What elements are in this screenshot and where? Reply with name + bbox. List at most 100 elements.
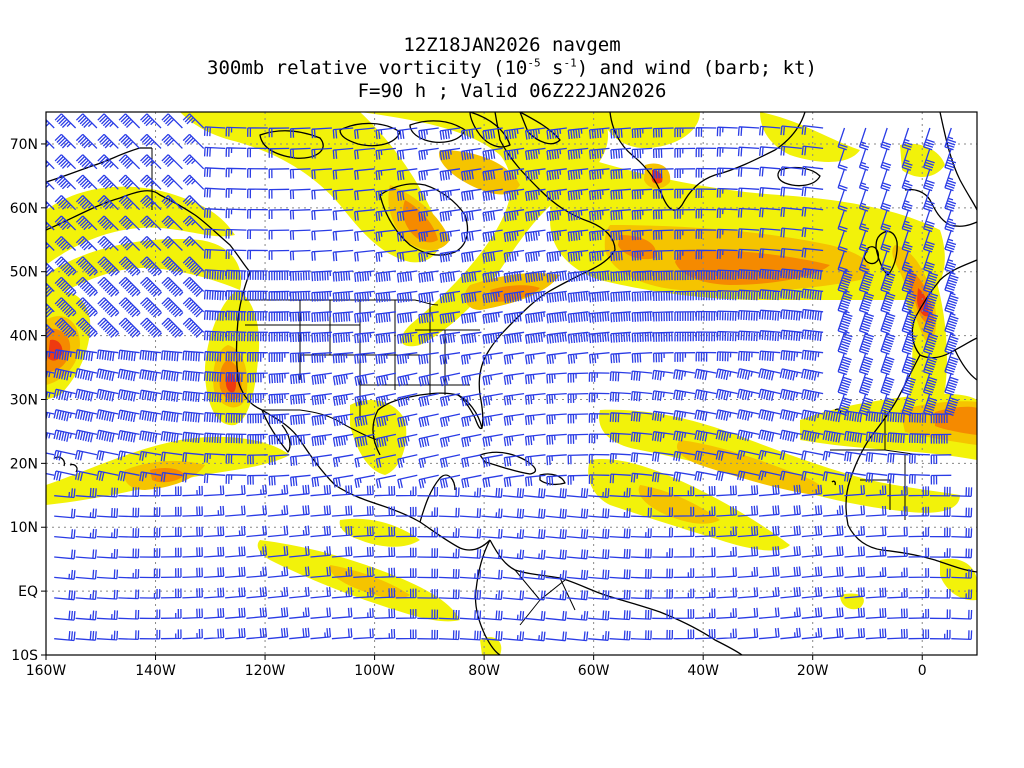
lon-tick-label: 60W <box>578 663 610 679</box>
wind-barb <box>673 568 695 579</box>
wind-barb <box>139 486 161 497</box>
wind-barb <box>396 229 418 242</box>
wind-barb <box>374 628 396 640</box>
wind-barb <box>331 566 353 579</box>
wind-barb <box>53 409 76 422</box>
wind-barb <box>482 229 503 243</box>
coastline-hawaii <box>69 463 78 473</box>
wind-barb <box>546 168 567 181</box>
wind-barb <box>395 629 417 640</box>
wind-barb <box>225 228 247 239</box>
wind-barb <box>375 209 396 222</box>
wind-barb <box>837 148 848 171</box>
wind-barb <box>758 368 781 381</box>
wind-barb <box>695 147 717 158</box>
wind-barb <box>844 505 866 517</box>
wind-barb <box>631 168 653 179</box>
wind-barb <box>695 331 718 342</box>
wind-barb <box>844 471 866 482</box>
wind-barb <box>673 588 695 599</box>
wind-barb <box>929 486 951 497</box>
wind-barb <box>289 209 311 220</box>
wind-barb <box>801 450 824 461</box>
wind-barb <box>459 487 482 498</box>
wind-barb <box>354 290 375 303</box>
wind-barb <box>481 528 503 539</box>
wind-barb <box>118 568 140 579</box>
wind-barb <box>54 610 76 621</box>
wind-barb <box>182 567 203 579</box>
wind-barb <box>780 207 802 217</box>
wind-barb <box>779 368 802 381</box>
wind-barb <box>203 310 227 321</box>
wind-barb <box>780 566 801 579</box>
wind-barb <box>801 388 824 402</box>
wind-barb <box>268 209 290 220</box>
wind-barb <box>922 148 935 171</box>
wind-barb <box>610 168 631 180</box>
wind-barb <box>780 145 802 156</box>
wind-barb <box>75 133 98 149</box>
wind-barb <box>331 628 353 640</box>
wind-barb <box>118 276 141 297</box>
wind-barb <box>439 352 461 365</box>
wind-barb <box>247 331 268 342</box>
wind-barb <box>759 289 782 301</box>
wind-barb <box>353 628 374 640</box>
wind-barb <box>331 505 353 517</box>
wind-barb <box>546 331 567 344</box>
wind-barb <box>182 133 205 149</box>
wind-barb <box>588 528 610 539</box>
wind-barb <box>375 249 396 262</box>
wind-barb <box>460 209 482 222</box>
wind-barb <box>844 566 866 579</box>
wind-barb <box>354 147 375 160</box>
wind-barb <box>823 566 844 579</box>
wind-barb <box>268 168 290 179</box>
wind-barb <box>46 472 55 476</box>
wind-barb <box>482 392 503 407</box>
wind-barb <box>54 235 77 251</box>
wind-barb <box>418 331 439 345</box>
wind-barb <box>289 290 311 302</box>
wind-barb <box>695 351 717 362</box>
vorticity-band <box>180 112 441 263</box>
wind-barb <box>716 310 740 321</box>
wind-barb <box>203 473 226 484</box>
wind-barb <box>901 269 917 294</box>
wind-barb <box>567 311 591 324</box>
wind-barb <box>588 127 610 139</box>
wind-barb <box>630 370 653 381</box>
wind-barb <box>182 485 203 497</box>
wind-barb <box>182 547 203 558</box>
wind-barb <box>225 546 246 558</box>
wind-barb <box>97 113 119 129</box>
wind-barb <box>139 527 161 538</box>
wind-barb <box>844 607 866 619</box>
wind-barb <box>922 127 935 151</box>
wind-barb <box>353 546 374 558</box>
wind-barb <box>694 409 717 422</box>
wind-barb <box>438 630 460 641</box>
wind-barb <box>96 450 119 461</box>
wind-barb <box>503 392 525 406</box>
wind-barb <box>375 188 396 201</box>
wind-barb <box>524 454 546 467</box>
wind-barb <box>695 290 718 301</box>
wind-barbs <box>46 113 973 642</box>
lat-tick-label: 40N <box>10 329 38 345</box>
wind-barb <box>801 206 824 217</box>
wind-barb <box>759 125 781 136</box>
wind-barb <box>865 628 887 640</box>
wind-barb <box>353 526 374 538</box>
wind-barb <box>610 311 631 323</box>
wind-barb <box>268 188 290 199</box>
wind-barb <box>674 188 696 199</box>
wind-barb <box>758 627 780 640</box>
lon-tick-label: 20W <box>797 663 829 679</box>
wind-barb <box>225 453 247 464</box>
wind-barb <box>546 127 567 140</box>
wind-barb <box>858 332 875 355</box>
wind-barb <box>631 352 653 363</box>
wind-barb <box>610 352 631 364</box>
